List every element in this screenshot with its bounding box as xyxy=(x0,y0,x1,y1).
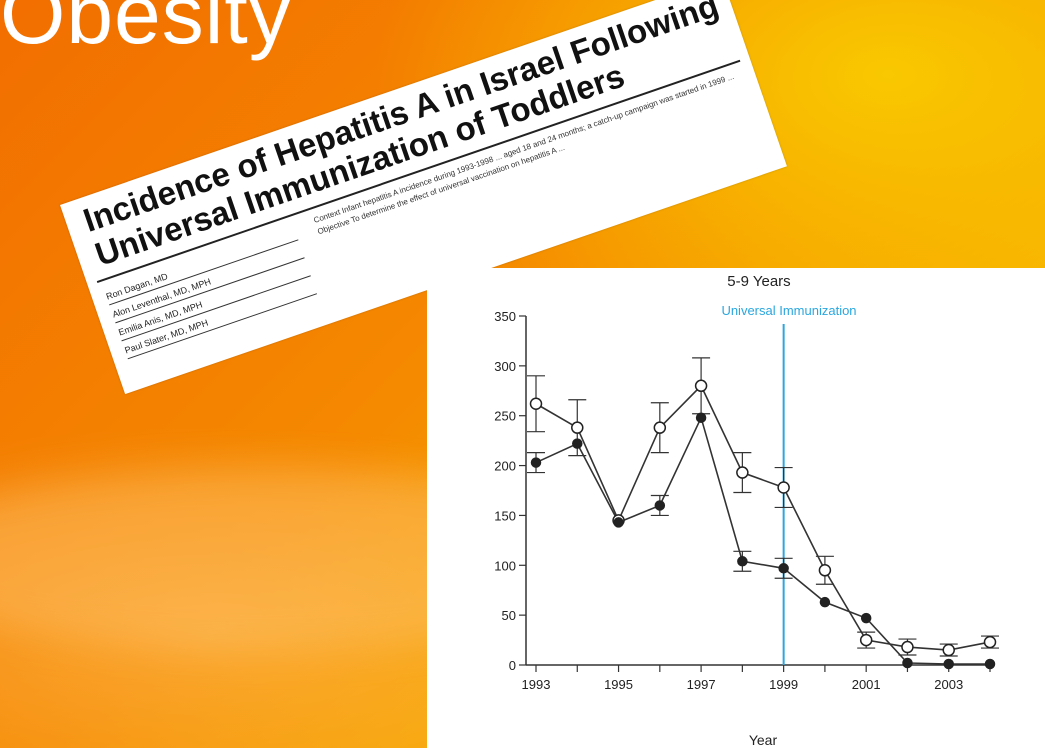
open-point xyxy=(818,564,832,577)
x-tick-label: 1997 xyxy=(687,677,716,692)
x-axis-label: Year xyxy=(749,732,778,748)
filled-point xyxy=(572,438,583,449)
x-tick-label: 1999 xyxy=(769,677,798,692)
incidence-line-chart: 5-9 Years Universal Immunization Year 0 5… xyxy=(494,273,999,748)
slide-title: Obesity xyxy=(0,0,292,61)
filled-point xyxy=(778,563,789,574)
open-point xyxy=(736,466,749,479)
filled-point xyxy=(984,658,996,670)
filled-point xyxy=(819,596,831,608)
x-tick-label: 1993 xyxy=(522,677,551,692)
chart-title: 5-9 Years xyxy=(727,273,790,290)
open-point xyxy=(859,633,873,647)
filled-point xyxy=(530,457,542,468)
x-tick-label: 1995 xyxy=(604,677,633,692)
open-point xyxy=(942,643,955,657)
open-point xyxy=(777,481,790,494)
filled-point xyxy=(737,556,748,567)
series-line xyxy=(535,415,990,665)
chart-card: 5-9 Years Universal Immunization Year 0 5… xyxy=(427,268,1045,748)
open-point xyxy=(983,635,997,649)
open-point xyxy=(901,640,914,654)
filled-point xyxy=(902,657,913,669)
filled-point xyxy=(613,517,624,528)
filled-point xyxy=(943,658,954,670)
open-point xyxy=(653,421,667,434)
x-tick-label: 2003 xyxy=(934,677,963,692)
filled-point xyxy=(695,412,707,423)
y-tick-label: 250 xyxy=(494,409,516,424)
y-tick-label: 300 xyxy=(494,359,516,374)
y-tick-label: 150 xyxy=(494,508,516,523)
y-tick-label: 100 xyxy=(494,558,516,573)
y-tick-label: 200 xyxy=(494,459,516,474)
filled-point xyxy=(860,612,872,624)
filled-point xyxy=(654,500,666,511)
open-point xyxy=(529,397,543,410)
open-point xyxy=(694,379,708,393)
immunization-annotation: Universal Immunization xyxy=(721,303,856,318)
series-line xyxy=(535,384,991,651)
y-tick-label: 0 xyxy=(509,658,516,673)
open-point xyxy=(571,421,584,434)
x-tick-label: 2001 xyxy=(852,677,881,692)
y-tick-label: 350 xyxy=(494,309,516,324)
y-tick-label: 50 xyxy=(502,608,516,623)
